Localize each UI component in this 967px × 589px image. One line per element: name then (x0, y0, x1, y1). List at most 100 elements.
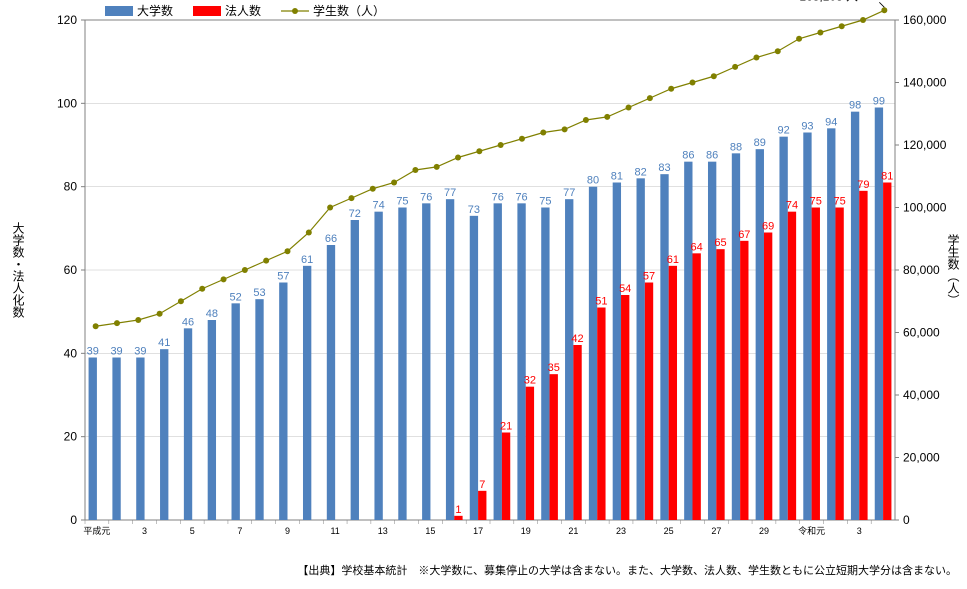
bar-houjin (478, 491, 486, 520)
bar-houjin-label: 54 (619, 283, 631, 295)
ytick-right-label: 160,000 (903, 13, 947, 27)
ytick-right-label: 40,000 (903, 388, 940, 402)
bar-houjin (859, 191, 867, 520)
bar-daigaku-label: 77 (444, 187, 456, 199)
y-left-title: 大学数・法人化数 (11, 222, 25, 319)
marker-gakusei (114, 320, 120, 326)
bar-daigaku-label: 53 (253, 287, 265, 299)
marker-gakusei (412, 167, 418, 173)
bar-houjin (645, 283, 653, 521)
bar-daigaku-label: 81 (611, 171, 623, 183)
bar-daigaku (732, 153, 740, 520)
bar-daigaku (303, 266, 311, 520)
ytick-left-label: 100 (57, 96, 77, 110)
bar-houjin-label: 32 (524, 375, 536, 387)
bar-houjin-label: 65 (714, 237, 726, 249)
bar-daigaku-label: 83 (658, 162, 670, 174)
legend-marker (292, 8, 298, 14)
chart-svg: 020406080100120020,00040,00060,00080,000… (0, 0, 967, 589)
marker-gakusei (348, 195, 354, 201)
bar-daigaku (756, 149, 764, 520)
bar-daigaku (565, 199, 573, 520)
bar-houjin (573, 345, 581, 520)
bar-daigaku (327, 245, 335, 520)
bar-daigaku (398, 208, 406, 521)
marker-gakusei (562, 126, 568, 132)
xtick-label: 15 (425, 526, 435, 536)
bar-daigaku-label: 57 (277, 271, 289, 283)
marker-gakusei (242, 267, 248, 273)
legend-label: 大学数 (137, 3, 173, 18)
xtick-label: 5 (190, 526, 195, 536)
bar-daigaku (803, 133, 811, 521)
bar-daigaku (422, 203, 430, 520)
bar-daigaku (827, 128, 835, 520)
bar-houjin-label: 1 (455, 504, 461, 516)
bar-daigaku (470, 216, 478, 520)
legend-label: 学生数（人） (313, 3, 385, 18)
bar-daigaku (208, 320, 216, 520)
xtick-label: 11 (330, 526, 339, 536)
bar-daigaku (255, 299, 263, 520)
bar-daigaku-label: 66 (325, 233, 337, 245)
ytick-right-label: 80,000 (903, 263, 940, 277)
bar-daigaku-label: 48 (206, 308, 218, 320)
bar-daigaku-label: 93 (801, 121, 813, 133)
bar-houjin (502, 433, 510, 521)
bar-daigaku (374, 212, 382, 520)
marker-gakusei (221, 276, 227, 282)
bar-daigaku-label: 52 (230, 291, 242, 303)
bar-houjin (835, 208, 843, 521)
marker-gakusei (519, 136, 525, 142)
bar-houjin-label: 7 (479, 479, 485, 491)
bar-daigaku-label: 94 (825, 116, 837, 128)
ytick-left-label: 20 (64, 430, 78, 444)
bar-daigaku-label: 89 (754, 137, 766, 149)
marker-gakusei (285, 248, 291, 254)
bar-daigaku (112, 358, 120, 521)
bar-daigaku (184, 328, 192, 520)
xtick-label: 平成元 (83, 525, 110, 536)
bar-daigaku-label: 77 (563, 187, 575, 199)
bar-daigaku-label: 88 (730, 141, 742, 153)
bar-houjin (764, 233, 772, 521)
bar-houjin (669, 266, 677, 520)
bar-houjin (550, 374, 558, 520)
marker-gakusei (732, 64, 738, 70)
bar-daigaku-label: 80 (587, 175, 599, 187)
bar-houjin-label: 75 (833, 196, 845, 208)
marker-gakusei (178, 298, 184, 304)
bar-daigaku-label: 72 (349, 208, 361, 220)
marker-gakusei (455, 155, 461, 161)
bar-daigaku-label: 39 (110, 346, 122, 358)
ytick-left-label: 80 (64, 180, 78, 194)
ytick-left-label: 60 (64, 263, 78, 277)
marker-gakusei (391, 180, 397, 186)
legend-swatch (105, 6, 133, 16)
ytick-right-label: 0 (903, 513, 910, 527)
ytick-right-label: 120,000 (903, 138, 947, 152)
bar-daigaku-label: 82 (635, 166, 647, 178)
ytick-right-label: 140,000 (903, 76, 947, 90)
marker-gakusei (711, 73, 717, 79)
xtick-label: 令和元 (798, 525, 825, 536)
bar-daigaku (660, 174, 668, 520)
bar-daigaku-label: 98 (849, 100, 861, 112)
xtick-label: 29 (759, 526, 769, 536)
marker-gakusei (93, 323, 99, 329)
ytick-right-label: 100,000 (903, 201, 947, 215)
bar-houjin-label: 21 (500, 421, 512, 433)
bar-daigaku (779, 137, 787, 520)
bar-daigaku (875, 108, 883, 521)
bar-daigaku-label: 86 (706, 150, 718, 162)
xtick-label: 23 (616, 526, 626, 536)
marker-gakusei (476, 148, 482, 154)
ytick-left-label: 120 (57, 13, 77, 27)
marker-gakusei (796, 36, 802, 42)
ytick-left-label: 40 (64, 346, 78, 360)
xtick-label: 21 (568, 526, 578, 536)
xtick-label: 19 (521, 526, 531, 536)
marker-gakusei (775, 48, 781, 54)
marker-gakusei (327, 205, 333, 211)
marker-gakusei (753, 55, 759, 61)
